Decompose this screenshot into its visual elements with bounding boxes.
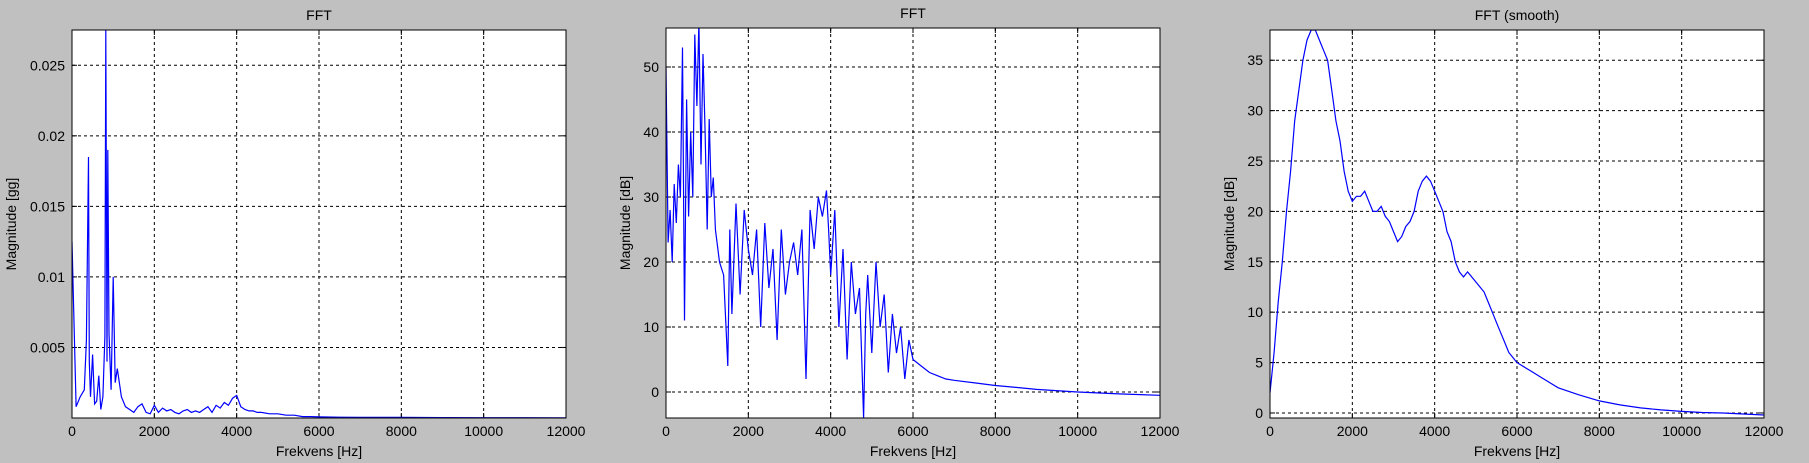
y-tick-label: 0.02: [38, 128, 65, 144]
y-tick-label: 15: [1247, 254, 1263, 270]
axes-box: [71, 29, 567, 419]
x-axis-label: Frekvens [Hz]: [1474, 443, 1560, 459]
series-line: [1270, 30, 1764, 416]
x-tick-label: 10000: [1058, 423, 1097, 439]
x-tick-label: 6000: [897, 423, 928, 439]
x-axis-label: Frekvens [Hz]: [276, 443, 362, 459]
x-tick-label: 0: [68, 423, 76, 439]
y-tick-label: 5: [1255, 355, 1263, 371]
y-tick-label: 0.01: [38, 269, 65, 285]
x-tick-label: 12000: [1745, 423, 1784, 439]
x-tick-label: 8000: [1584, 423, 1615, 439]
y-axis-label: Magnitude [dB]: [617, 176, 633, 270]
y-tick-label: 25: [1247, 153, 1263, 169]
axes-box: [1269, 29, 1765, 419]
y-tick-label: 0: [1255, 405, 1263, 421]
y-tick-label: 20: [643, 254, 659, 270]
y-tick-label: 50: [643, 59, 659, 75]
x-tick-label: 4000: [815, 423, 846, 439]
y-tick-label: 0.005: [30, 339, 65, 355]
x-tick-label: 10000: [1662, 423, 1701, 439]
x-tick-label: 8000: [980, 423, 1011, 439]
chart-title: FFT: [900, 5, 926, 21]
y-tick-label: 30: [643, 189, 659, 205]
y-tick-label: 30: [1247, 103, 1263, 119]
x-tick-label: 0: [1266, 423, 1274, 439]
x-tick-label: 8000: [386, 423, 417, 439]
x-tick-label: 10000: [464, 423, 503, 439]
y-tick-label: 40: [643, 124, 659, 140]
x-tick-label: 12000: [1141, 423, 1180, 439]
series-line: [666, 28, 1160, 418]
x-tick-label: 2000: [733, 423, 764, 439]
series-line: [72, 30, 566, 418]
y-tick-label: 10: [643, 319, 659, 335]
y-tick-label: 0.015: [30, 198, 65, 214]
chart-1: 0 2000 4000 6000 8000 10000 12000 0.005 0.01 0.01…: [3, 7, 586, 459]
x-tick-label: 2000: [1337, 423, 1368, 439]
x-axis-label: Frekvens [Hz]: [870, 443, 956, 459]
y-tick-label: 0: [651, 384, 659, 400]
x-tick-label: 0: [662, 423, 670, 439]
x-tick-label: 4000: [1419, 423, 1450, 439]
chart-2: 0 2000 4000 6000 8000 10000 12000 0 10 20 30 40 50 FF…: [617, 5, 1180, 459]
y-tick-label: 10: [1247, 304, 1263, 320]
axes-box: [665, 27, 1161, 419]
y-tick-label: 0.025: [30, 57, 65, 73]
y-tick-label: 20: [1247, 203, 1263, 219]
chart-title: FFT: [306, 7, 332, 23]
x-tick-label: 4000: [221, 423, 252, 439]
x-tick-label: 6000: [1501, 423, 1532, 439]
chart-3: 0 2000 4000 6000 8000 10000 12000 0 5 10 15 20 25 30 3…: [1221, 7, 1784, 459]
y-axis-label: Magnitude [gg]: [3, 178, 19, 271]
x-tick-label: 12000: [547, 423, 586, 439]
x-tick-label: 2000: [139, 423, 170, 439]
x-tick-label: 6000: [303, 423, 334, 439]
y-axis-label: Magnitude [dB]: [1221, 177, 1237, 271]
y-tick-label: 35: [1247, 52, 1263, 68]
chart-title: FFT (smooth): [1475, 7, 1560, 23]
